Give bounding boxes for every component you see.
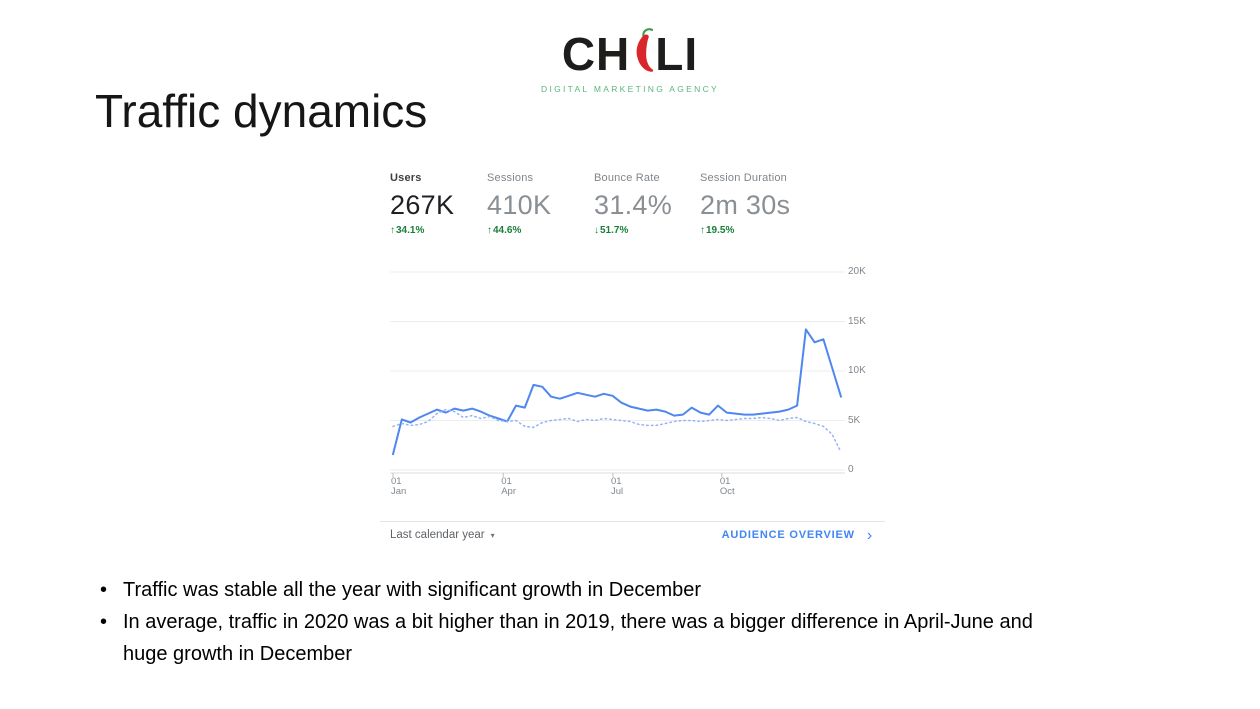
audience-overview-link[interactable]: AUDIENCE OVERVIEW › <box>721 526 873 544</box>
date-range-label: Last calendar year <box>390 529 485 541</box>
metric-session-duration[interactable]: Session Duration 2m 30s ↑19.5% <box>700 172 790 236</box>
bullet-text: In average, traffic in 2020 was a bit hi… <box>123 611 1033 665</box>
traffic-line-chart <box>390 271 845 477</box>
down-arrow-icon: ↓ <box>594 225 599 236</box>
x-axis-tick: 01 Apr <box>501 476 516 497</box>
metric-sessions[interactable]: Sessions 410K ↑44.6% <box>487 172 551 236</box>
metric-delta: ↓51.7% <box>594 225 629 236</box>
metric-users[interactable]: Users 267K ↑34.1% <box>390 172 454 236</box>
chili-logo: CH LI DIGITAL MARKETING AGENCY <box>541 26 719 94</box>
y-axis-tick: 15K <box>848 315 866 327</box>
chevron-down-icon: ▾ <box>490 530 495 540</box>
metric-value: 410K <box>487 190 552 220</box>
metric-delta: ↑44.6% <box>487 225 522 236</box>
x-axis-tick: 01 Oct <box>719 476 735 497</box>
up-arrow-icon: ↑ <box>700 225 705 236</box>
metric-delta: ↑34.1% <box>390 225 425 236</box>
date-range-selector[interactable]: Last calendar year ▾ <box>390 529 495 541</box>
bullet-marker: • <box>100 579 108 601</box>
metric-value: 267K <box>390 190 455 220</box>
up-arrow-icon: ↑ <box>487 225 492 236</box>
chili-pepper-icon <box>636 28 654 72</box>
x-axis-tick: 01 Jan <box>391 476 407 497</box>
metric-value: 31.4% <box>594 190 673 220</box>
metric-label: Users <box>390 172 422 184</box>
bullet-list: • Traffic was stable all the year with s… <box>95 574 1065 670</box>
chili-wordmark: CH LI <box>541 26 719 82</box>
analytics-widget: Users 267K ↑34.1% Sessions 410K ↑44.6% B… <box>380 165 885 557</box>
logo-text-ch: CH <box>561 28 631 80</box>
metric-label: Session Duration <box>700 172 787 184</box>
x-axis-tick: 01 Jul <box>610 476 624 497</box>
metric-label: Bounce Rate <box>594 172 660 184</box>
y-axis-tick: 20K <box>848 266 866 277</box>
metric-delta: ↑19.5% <box>700 225 735 236</box>
logo-text-li: LI <box>655 28 699 80</box>
widget-divider <box>380 521 885 522</box>
up-arrow-icon: ↑ <box>390 225 395 236</box>
metric-bounce-rate[interactable]: Bounce Rate 31.4% ↓51.7% <box>594 172 672 236</box>
y-axis-tick: 0 <box>848 464 854 475</box>
chevron-right-icon: › <box>866 526 873 544</box>
metric-label: Sessions <box>487 172 534 184</box>
bullet-text: Traffic was stable all the year with sig… <box>123 579 702 601</box>
list-item: • In average, traffic in 2020 was a bit … <box>95 606 1065 670</box>
list-item: • Traffic was stable all the year with s… <box>95 574 1065 606</box>
bullet-marker: • <box>100 611 108 633</box>
metric-value: 2m 30s <box>700 190 791 220</box>
y-axis-tick: 5K <box>848 414 861 426</box>
audience-overview-label: AUDIENCE OVERVIEW <box>721 529 855 541</box>
logo-tagline: DIGITAL MARKETING AGENCY <box>541 84 719 94</box>
y-axis-tick: 10K <box>848 365 866 376</box>
page-title: Traffic dynamics <box>95 85 428 137</box>
